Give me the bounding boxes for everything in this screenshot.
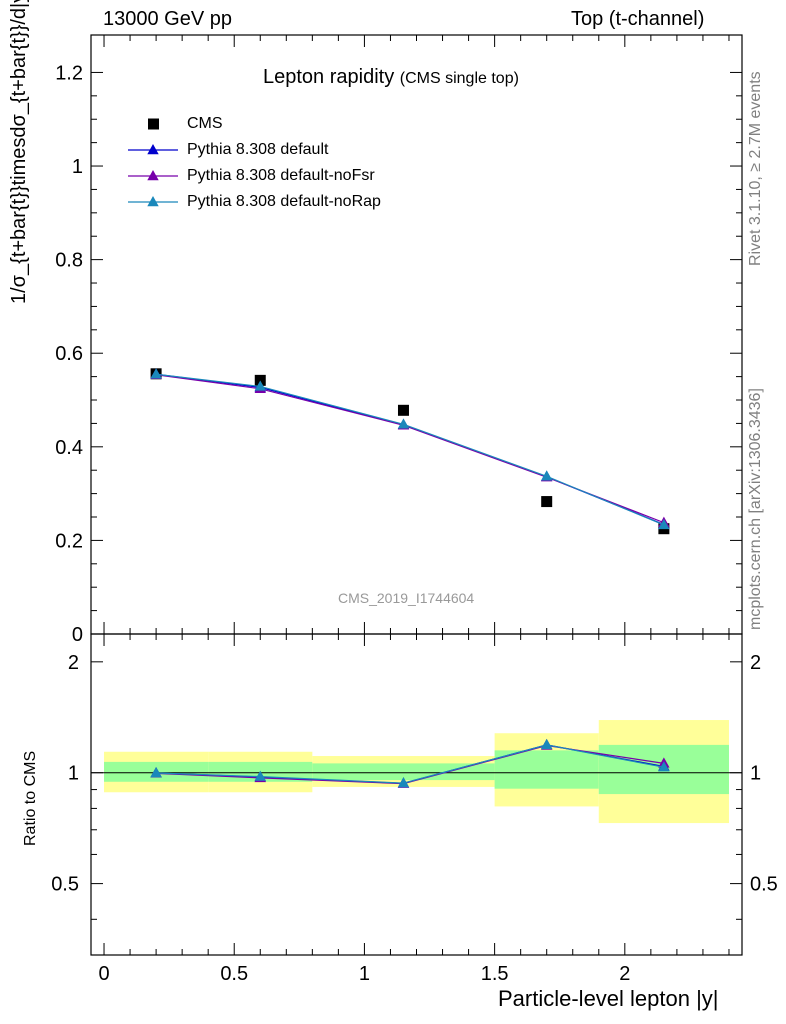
ratio-band-inner-2 (312, 763, 495, 781)
cms-data-point-2 (397, 404, 409, 416)
axis-ticks (91, 35, 742, 955)
main-y-tick-label: 1 (72, 156, 83, 178)
axis-tick-labels: 0 0.2 0.4 0.6 0.8 1 1.2 0 0.5 1 1.5 2 0.5 0.5 1 1 2 2 (51, 62, 778, 985)
main-y-tick-label: 0 (72, 624, 83, 646)
ratio-band-inner-3 (494, 750, 599, 789)
legend-marker-2 (147, 170, 159, 181)
plot-title-sub: (CMS single top) (399, 70, 519, 87)
header-right: Top (t-channel) (571, 8, 705, 30)
series-2-line (156, 374, 665, 524)
main-panel-series (150, 368, 670, 535)
ratio-series-2-marker-0 (150, 767, 162, 778)
analysis-watermark: CMS_2019_I1744604 (338, 590, 475, 606)
series-3-marker-1 (254, 380, 266, 391)
main-y-tick-label: 0.6 (55, 343, 83, 365)
main-y-axis-label: 1/σ_{t+bar{t}}timesdσ_{t+bar{t}}/d|y| (8, 0, 30, 304)
legend-marker-3 (147, 196, 159, 207)
ratio-y-tick-label: 2 (68, 652, 79, 674)
legend-label-norap: Pythia 8.308 default-noRap (187, 193, 381, 210)
header-left: 13000 GeV pp (103, 8, 232, 30)
main-y-tick-label: 0.4 (55, 437, 83, 459)
cms-data-point-1 (254, 374, 266, 386)
x-axis-label: Particle-level lepton |y| (498, 986, 719, 1011)
ratio-y-tick-label-right: 0.5 (750, 874, 778, 896)
x-tick-label: 0 (98, 963, 109, 985)
x-tick-label: 1 (359, 963, 370, 985)
ratio-y-tick-label-right: 2 (750, 652, 761, 674)
main-y-tick-label: 1.2 (55, 62, 83, 84)
legend-label-default: Pythia 8.308 default (187, 141, 329, 158)
series-3-marker-4 (658, 518, 670, 530)
series-3-marker-3 (541, 470, 553, 481)
legend-marker-cms (148, 118, 159, 130)
ratio-y-tick-label: 0.5 (51, 874, 79, 896)
x-tick-label: 1.5 (481, 963, 509, 985)
ratio-y-tick-label-right: 1 (750, 763, 761, 785)
legend-markers (128, 118, 178, 207)
legend-label-nofsr: Pythia 8.308 default-noFsr (187, 167, 375, 184)
ratio-y-tick-label: 1 (68, 763, 79, 785)
ratio-uncertainty-bands (91, 720, 742, 824)
ratio-series-2-marker-4 (658, 761, 670, 772)
ratio-panel-series (150, 738, 670, 788)
series-3-marker-2 (397, 418, 410, 429)
cms-data-point-3 (541, 496, 553, 508)
ratio-series-2-marker-1 (254, 770, 266, 781)
ratio-series-2-marker-2 (397, 777, 410, 788)
ratio-series-2-marker-3 (541, 738, 553, 750)
side-text-top: Rivet 3.1.10, ≥ 2.7M events (747, 71, 764, 266)
plot-title: Lepton rapidity (CMS single top) (263, 66, 519, 89)
side-text-bottom: mcplots.cern.ch [arXiv:1306.3436] (747, 388, 764, 630)
legend-label-cms: CMS (187, 115, 223, 132)
plot-title-main: Lepton rapidity (263, 66, 395, 88)
series-1-line (156, 373, 665, 526)
main-y-tick-label: 0.8 (55, 250, 83, 272)
legend-marker-1 (147, 144, 159, 155)
x-tick-label: 0.5 (220, 963, 248, 985)
series-3-line (156, 373, 665, 526)
main-y-tick-label: 0.2 (55, 530, 83, 552)
series-3-marker-0 (150, 368, 162, 379)
x-tick-label: 2 (619, 963, 630, 985)
ratio-y-axis-label: Ratio to CMS (22, 750, 39, 846)
